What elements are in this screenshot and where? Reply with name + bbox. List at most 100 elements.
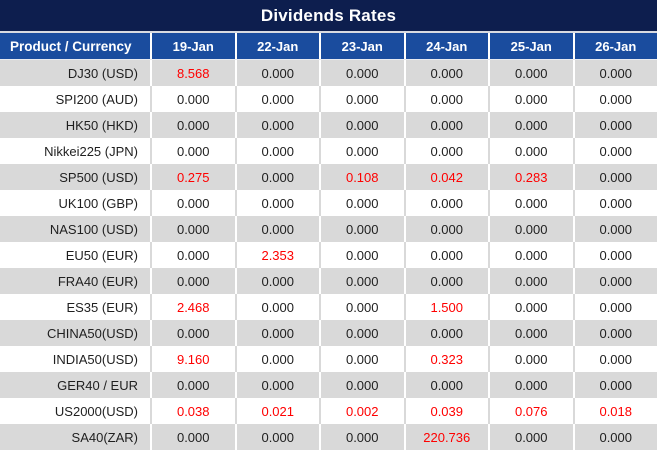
product-cell: NAS100 (USD) [49, 221, 138, 237]
table-row: HK50 (HKD) 0.000 0.000 0.000 0.000 0.000 0.000 [0, 112, 657, 138]
table-row: NAS100 (USD) 0.000 0.000 0.000 0.000 0.000 0.0… [0, 216, 657, 242]
table-body: DJ30 (USD) 8.568 0.000 0.000 0.000 0.000 0.000… [0, 60, 657, 450]
value-cell: 0.000 [572, 216, 657, 242]
value-cell: 0.000 [572, 268, 657, 294]
value-cell: 0.002 [319, 398, 404, 424]
value-cell: 1.500 [403, 294, 489, 320]
value-cell: 0.000 [488, 190, 573, 216]
table-row: EU50 (EUR) 0.000 2.353 0.000 0.000 0.000 0.000 [0, 242, 657, 268]
value-cell: 0.000 [572, 372, 657, 398]
value-cell: 0.000 [234, 112, 320, 138]
value-cell: 0.000 [234, 164, 320, 190]
value-cell: 0.000 [234, 268, 320, 294]
value-cell: 0.000 [319, 60, 404, 86]
value-cell: 0.000 [319, 242, 404, 268]
value-cell: 0.000 [403, 216, 489, 242]
value-cell: 0.000 [319, 268, 404, 294]
table-row: INDIA50(USD) 9.160 0.000 0.000 0.323 0.000 0.0… [0, 346, 657, 372]
table-row: SA40(ZAR) 0.000 0.000 0.000 220.736 0.000 0.00… [0, 424, 657, 450]
value-cell: 0.000 [403, 372, 489, 398]
value-cell: 0.000 [572, 294, 657, 320]
value-cell: 0.000 [403, 112, 489, 138]
value-cell: 220.736 [403, 424, 489, 450]
value-cell: 0.000 [234, 346, 320, 372]
table-row: CHINA50(USD) 0.000 0.000 0.000 0.000 0.000 0.0… [0, 320, 657, 346]
value-cell: 0.042 [403, 164, 489, 190]
value-cell: 0.000 [488, 242, 573, 268]
product-cell: ES35 (EUR) [66, 299, 138, 315]
value-cell: 0.000 [234, 86, 320, 112]
value-cell: 0.000 [150, 216, 235, 242]
value-cell: 0.108 [319, 164, 404, 190]
product-cell: FRA40 (EUR) [57, 273, 138, 289]
value-cell: 0.000 [150, 424, 235, 450]
value-cell: 0.000 [488, 86, 573, 112]
value-cell: 0.000 [234, 190, 320, 216]
value-cell: 0.000 [319, 86, 404, 112]
value-cell: 8.568 [150, 60, 235, 86]
value-cell: 0.000 [403, 242, 489, 268]
value-cell: 0.000 [488, 268, 573, 294]
value-cell: 0.000 [234, 294, 320, 320]
product-cell: US2000(USD) [54, 403, 138, 419]
value-cell: 0.018 [572, 398, 657, 424]
value-cell: 0.000 [319, 424, 404, 450]
value-cell: 0.000 [403, 320, 489, 346]
value-cell: 0.000 [488, 294, 573, 320]
value-cell: 0.000 [403, 138, 489, 164]
value-cell: 0.275 [150, 164, 235, 190]
table-row: DJ30 (USD) 8.568 0.000 0.000 0.000 0.000 0.000 [0, 60, 657, 86]
value-cell: 0.000 [403, 60, 489, 86]
value-cell: 0.000 [150, 190, 235, 216]
value-cell: 0.000 [234, 424, 320, 450]
title-bar: Dividends Rates [0, 0, 657, 33]
value-cell: 0.000 [572, 138, 657, 164]
product-cell: Nikkei225 (JPN) [44, 143, 138, 159]
value-cell: 0.000 [234, 320, 320, 346]
product-cell: CHINA50(USD) [46, 325, 138, 341]
date-column-header: 23-Jan [319, 33, 404, 59]
product-cell: INDIA50(USD) [52, 351, 138, 367]
table-row: SP500 (USD) 0.275 0.000 0.108 0.042 0.283 0.00… [0, 164, 657, 190]
value-cell: 0.000 [234, 372, 320, 398]
value-cell: 0.000 [572, 320, 657, 346]
value-cell: 0.000 [403, 190, 489, 216]
product-cell: GER40 / EUR [57, 377, 138, 393]
value-cell: 0.000 [572, 242, 657, 268]
value-cell: 0.000 [572, 424, 657, 450]
value-cell: 0.000 [572, 112, 657, 138]
value-cell: 0.076 [488, 398, 573, 424]
value-cell: 0.000 [319, 190, 404, 216]
value-cell: 0.000 [234, 138, 320, 164]
date-column-header: 19-Jan [150, 33, 235, 59]
value-cell: 0.323 [403, 346, 489, 372]
value-cell: 0.000 [488, 372, 573, 398]
value-cell: 0.000 [488, 216, 573, 242]
product-currency-header: Product / Currency [10, 38, 132, 54]
table-row: UK100 (GBP) 0.000 0.000 0.000 0.000 0.000 0.00… [0, 190, 657, 216]
value-cell: 0.000 [319, 346, 404, 372]
value-cell: 0.000 [488, 112, 573, 138]
value-cell: 0.000 [572, 346, 657, 372]
date-column-header: 22-Jan [234, 33, 320, 59]
value-cell: 0.000 [234, 60, 320, 86]
product-cell: DJ30 (USD) [67, 65, 138, 81]
value-cell: 0.000 [150, 138, 235, 164]
value-cell: 9.160 [150, 346, 235, 372]
value-cell: 0.000 [572, 60, 657, 86]
date-column-header: 25-Jan [488, 33, 573, 59]
product-cell: EU50 (EUR) [65, 247, 138, 263]
value-cell: 0.000 [488, 60, 573, 86]
value-cell: 0.283 [488, 164, 573, 190]
value-cell: 0.000 [572, 86, 657, 112]
value-cell: 0.000 [319, 372, 404, 398]
value-cell: 0.000 [403, 86, 489, 112]
value-cell: 0.021 [234, 398, 320, 424]
table-row: ES35 (EUR) 2.468 0.000 0.000 1.500 0.000 0.000 [0, 294, 657, 320]
value-cell: 0.000 [319, 112, 404, 138]
value-cell: 0.000 [319, 294, 404, 320]
value-cell: 0.000 [572, 164, 657, 190]
value-cell: 0.039 [403, 398, 489, 424]
value-cell: 2.468 [150, 294, 235, 320]
